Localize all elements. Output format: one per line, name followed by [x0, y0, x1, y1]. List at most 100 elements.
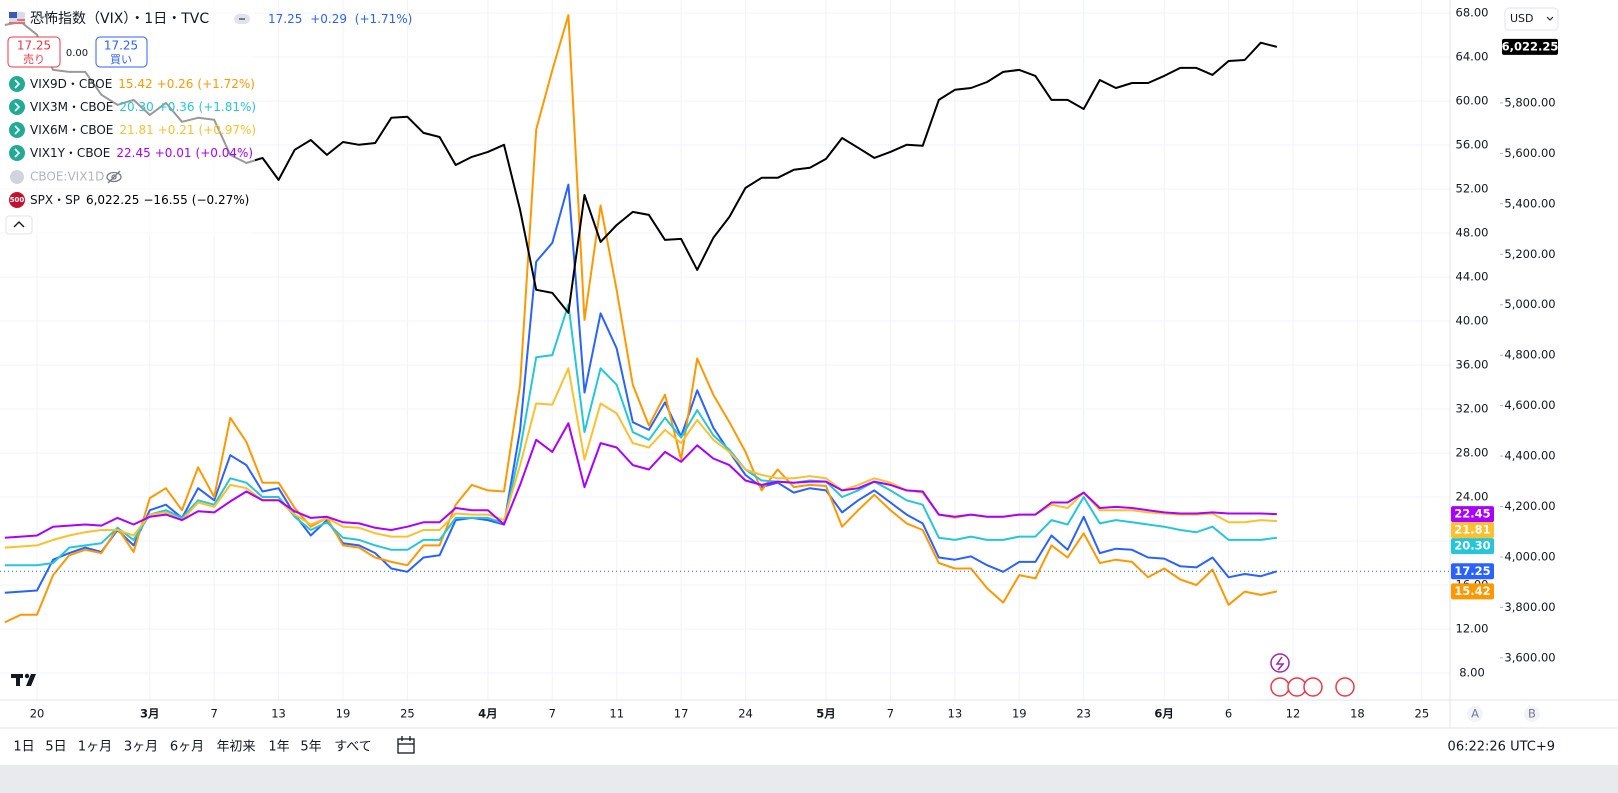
x-tick-label: 13 [948, 707, 963, 721]
legend-change-percent[interactable]: (+0.97%) [199, 123, 257, 137]
y2-tick-label: 5,400.00 [1504, 196, 1555, 210]
series-icon[interactable] [9, 99, 25, 115]
legend-change-percent[interactable]: (+1.72%) [197, 77, 255, 91]
collapse-button[interactable] [5, 215, 33, 235]
sell-label[interactable]: 売り [23, 53, 45, 66]
axis-button[interactable] [1524, 706, 1540, 722]
legend-entry[interactable]: VIX9D・CBOE 15.42 +0.26 (+1.72%) [30, 77, 255, 91]
series-icon[interactable] [9, 76, 25, 92]
price-tag [1451, 563, 1494, 580]
timeframe-button[interactable]: 年初来 [216, 740, 255, 755]
legend-price[interactable]: 21.81 [119, 123, 153, 137]
buy-price[interactable]: 17.25 [104, 39, 138, 53]
x-tick-label: 6 [1225, 707, 1232, 721]
series-icon[interactable] [9, 145, 25, 161]
collapse-chevron[interactable] [13, 221, 25, 228]
bottom-toolbar: 1日 5日 1ヶ月 3ヶ月 6ヶ月 年初来 1年 5年 すべて [13, 740, 371, 755]
x-tick-label: 25 [1415, 707, 1430, 721]
legend-entry[interactable]: VIX3M・CBOE 20.30 +0.36 (+1.81%) [30, 100, 256, 114]
legend-name[interactable]: VIX9D・CBOE [30, 77, 112, 91]
eye-off-icon[interactable] [106, 170, 122, 184]
legend-name[interactable]: VIX6M・CBOE [30, 123, 113, 137]
legend-price[interactable]: 22.45 [116, 146, 150, 160]
price-tag-label: 22.45 [1454, 507, 1490, 521]
price-tag-label: 17.25 [1454, 564, 1490, 578]
currency[interactable]: USD [1510, 12, 1534, 25]
x-tick-label: 4月 [478, 707, 498, 721]
y2-tick-label: 5,200.00 [1504, 247, 1555, 261]
legend-name[interactable]: VIX1Y・CBOE [30, 146, 110, 160]
legend: 恐怖指数（VIX）・1日・TVC 17.25 +0.29 (+1.71%) 17… [5, 10, 413, 235]
legend-price[interactable]: 20.30 [119, 100, 153, 114]
dropdown-arrow[interactable] [1546, 16, 1554, 21]
buy-button[interactable] [95, 36, 148, 68]
window-edge [0, 765, 1618, 793]
x-tick-label: 7 [887, 707, 894, 721]
legend-entry[interactable]: VIX1Y・CBOE 22.45 +0.01 (+0.04%) [30, 146, 253, 160]
legend-price[interactable]: 15.42 [118, 77, 152, 91]
y2-tick-label: 4,400.00 [1504, 449, 1555, 463]
y2-tick-label: 5,600.00 [1504, 146, 1555, 160]
series-line [4, 183, 1278, 594]
series-icon-chevron[interactable] [14, 102, 21, 112]
x-tick-label: 19 [336, 707, 351, 721]
axis-button-label[interactable]: B [1528, 707, 1536, 721]
timeframe-button[interactable]: 1年 [268, 740, 289, 755]
legend-change[interactable]: +0.26 [157, 77, 194, 91]
y-tick-label: 40.00 [1456, 314, 1489, 328]
calendar-icon[interactable] [397, 736, 415, 754]
spread: 0.00 [66, 48, 88, 59]
sell-price[interactable]: 17.25 [17, 39, 51, 53]
buy-label[interactable]: 買い [110, 53, 132, 66]
legend-change-percent[interactable]: (+0.04%) [196, 146, 254, 160]
currency-dropdown[interactable] [1504, 7, 1559, 31]
clock: 06:22:26 UTC+9 [1448, 740, 1555, 755]
y2-tick-label: 4,000.00 [1504, 549, 1555, 563]
timeframe-button[interactable]: 5年 [300, 740, 321, 755]
series-icon-chevron[interactable] [14, 125, 21, 135]
y-tick-label: 28.00 [1456, 446, 1489, 460]
axes: 8.0012.0016.0020.0024.0028.0032.0036.004… [30, 5, 1556, 720]
axis-button[interactable] [1467, 706, 1483, 722]
timeframe-button[interactable]: 5日 [45, 740, 66, 755]
sell-button[interactable] [7, 36, 61, 68]
price-tag [1451, 522, 1494, 539]
y-tick-label: 64.00 [1456, 49, 1489, 63]
legend-entry[interactable]: SPX・SP 6,022.25 −16.55 (−0.27%) [30, 193, 249, 207]
legend-price[interactable]: 6,022.25 [86, 193, 139, 207]
legend-name[interactable]: VIX3M・CBOE [30, 100, 113, 114]
series-icon-label[interactable]: 500 [10, 196, 25, 204]
y2-tick-label: 4,800.00 [1504, 348, 1555, 362]
legend-change-percent[interactable]: (−0.27%) [192, 193, 250, 207]
timeframe-button[interactable]: 1ヶ月 [78, 740, 112, 755]
hidden-series-icon[interactable] [10, 170, 24, 184]
series-icon[interactable] [9, 192, 25, 208]
legend-change-percent[interactable]: (+1.81%) [199, 100, 257, 114]
hidden-series-name[interactable]: CBOE:VIX1D [30, 170, 104, 184]
timeframe-button[interactable]: 6ヶ月 [170, 740, 204, 755]
legend-entry[interactable]: VIX6M・CBOE 21.81 +0.21 (+0.97%) [30, 123, 256, 137]
price-tag-label: 15.42 [1454, 584, 1490, 598]
y-tick-label: 48.00 [1456, 226, 1489, 240]
timeframe-button[interactable]: すべて [334, 740, 372, 755]
legend-change[interactable]: −16.55 [143, 193, 187, 207]
legend-change[interactable]: +0.36 [158, 100, 195, 114]
change-percent: (+1.71%) [355, 12, 413, 26]
price-tag [1451, 538, 1494, 555]
legend-change[interactable]: +0.21 [158, 123, 195, 137]
timeframe-button[interactable]: 3ヶ月 [124, 740, 158, 755]
y2-tick-label: 3,800.00 [1504, 600, 1555, 614]
y2-tick-label: 5,000.00 [1504, 297, 1555, 311]
axis-button-label[interactable]: A [1471, 707, 1479, 721]
x-tick-label: 20 [30, 707, 45, 721]
legend-name[interactable]: SPX・SP [30, 193, 80, 207]
tv-logo [11, 673, 36, 686]
series-icon-chevron[interactable] [14, 148, 21, 158]
series-icon[interactable] [9, 122, 25, 138]
timeframe-button[interactable]: 1日 [13, 740, 34, 755]
series-icon-chevron[interactable] [14, 79, 21, 89]
y-tick-label: 24.00 [1456, 490, 1489, 504]
legend-change[interactable]: +0.01 [155, 146, 192, 160]
x-tick-label: 11 [609, 707, 624, 721]
